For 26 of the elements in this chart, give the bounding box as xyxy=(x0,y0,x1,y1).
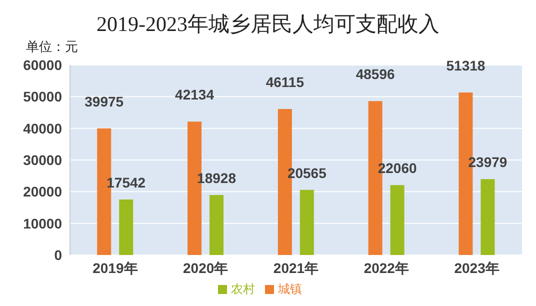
y-tick-label: 10000 xyxy=(23,215,62,232)
y-tick-label: 0 xyxy=(54,246,62,263)
x-tick-label: 2022年 xyxy=(364,260,409,276)
y-tick-label: 30000 xyxy=(23,152,62,168)
bar xyxy=(300,190,314,255)
bar xyxy=(480,179,495,255)
y-tick-label: 50000 xyxy=(23,88,62,105)
bar xyxy=(390,185,404,255)
data-label: 51318 xyxy=(446,57,486,74)
legend-label: 农村 xyxy=(231,282,255,296)
legend-label: 城镇 xyxy=(278,282,302,296)
y-tick-label: 40000 xyxy=(23,120,62,136)
x-tick-label: 2020年 xyxy=(183,260,228,276)
data-label: 48596 xyxy=(356,66,395,82)
x-tick-label: 2023年 xyxy=(454,260,500,276)
bar xyxy=(210,195,224,255)
data-label: 39975 xyxy=(84,93,124,110)
data-label: 46115 xyxy=(266,74,304,90)
y-tick-label: 20000 xyxy=(23,184,62,200)
data-label: 42134 xyxy=(175,86,214,103)
chart-title: 2019-2023年城乡居民人均可支配收入 xyxy=(96,11,440,38)
y-tick-label: 60000 xyxy=(23,56,62,73)
bar xyxy=(119,199,134,255)
x-tick-label: 2021年 xyxy=(273,260,319,276)
x-tick-label: 2019年 xyxy=(92,260,138,276)
text: 单位：元 xyxy=(26,38,78,56)
